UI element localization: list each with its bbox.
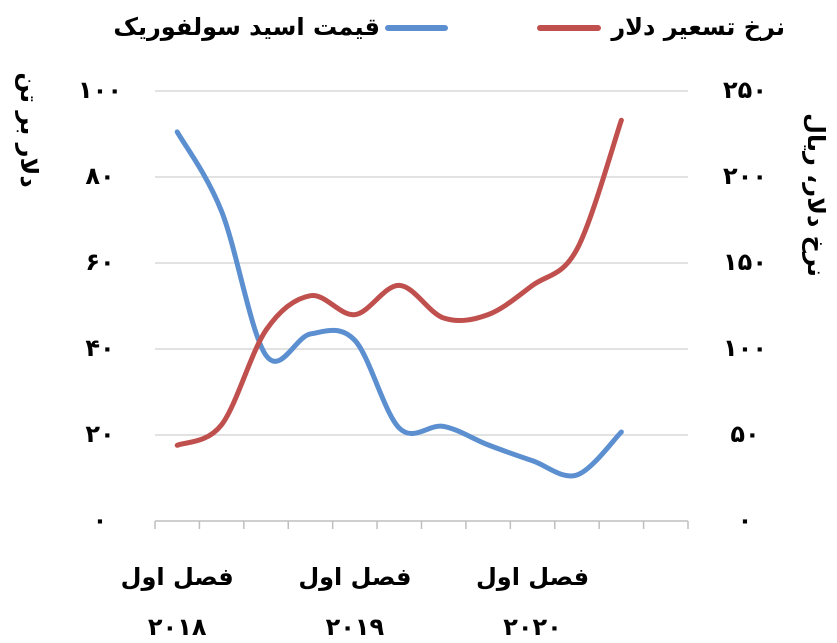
x-tick-label: فصل اول bbox=[121, 563, 234, 591]
y2-tick-label: ۱۵۰ bbox=[723, 248, 767, 276]
y2-axis-title: نرخ دلار، ریال bbox=[802, 113, 830, 277]
y-tick-label: ۸۰ bbox=[85, 162, 114, 190]
x-tick-label: ۲۰۲۰ bbox=[503, 613, 562, 641]
line-series bbox=[174, 129, 624, 479]
legend-label: قیمت اسید سولفوریک bbox=[113, 13, 380, 41]
y-tick-label: ۱۰۰ bbox=[78, 76, 122, 104]
y-tick-label: ۶۰ bbox=[85, 248, 114, 276]
x-tick-label: فصل اول bbox=[476, 563, 589, 591]
y2-tick-label: ۲۰۰ bbox=[723, 162, 767, 190]
legend-label: نرخ تسعیر دلار bbox=[610, 13, 785, 41]
y-tick-label: ۴۰ bbox=[85, 334, 114, 362]
y-axis-title: دلار بر تن bbox=[15, 72, 43, 187]
y2-tick-label: ۱۰۰ bbox=[723, 334, 767, 362]
x-tick-label: ۲۰۱۸ bbox=[148, 613, 207, 641]
y2-tick-label: ۵۰ bbox=[730, 420, 759, 448]
y2-tick-label: ۲۵۰ bbox=[723, 76, 767, 104]
line-series bbox=[174, 117, 624, 448]
y-tick-label: ۰ bbox=[93, 506, 108, 534]
y2-tick-label: ۰ bbox=[738, 506, 753, 534]
y-tick-label: ۲۰ bbox=[85, 420, 114, 448]
x-tick-label: فصل اول bbox=[298, 563, 411, 591]
x-tick-label: ۲۰۱۹ bbox=[326, 613, 385, 641]
